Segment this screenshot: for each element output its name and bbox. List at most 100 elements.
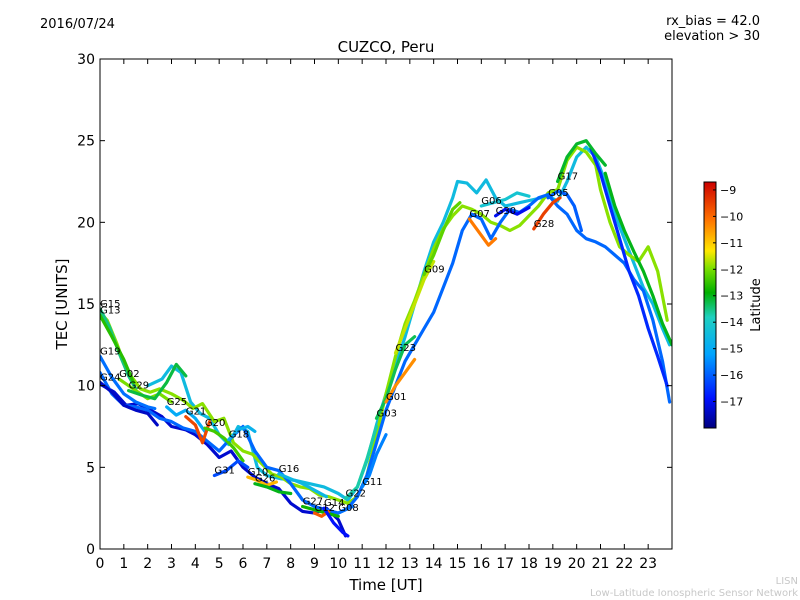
series-G26 [253, 482, 293, 496]
label-G30: G30 [496, 206, 516, 217]
label-G21: G21 [186, 407, 206, 418]
rx-bias-label: rx_bias = 42.0 [666, 14, 760, 29]
x-tick-label: 14 [425, 556, 443, 572]
series-G05 [546, 189, 583, 233]
trace-5 [589, 147, 669, 388]
colorbar-tick-label: −16 [720, 369, 743, 382]
x-tick-label: 12 [377, 556, 395, 572]
colorbar-tick-label: −13 [720, 290, 743, 303]
label-G05: G05 [548, 188, 568, 199]
x-tick-label: 1 [119, 556, 128, 572]
series-G01 [384, 357, 417, 404]
label-G23: G23 [396, 343, 416, 354]
x-tick-label: 18 [520, 556, 538, 572]
label-G11: G11 [362, 477, 382, 488]
trace-4 [603, 171, 672, 347]
x-tick-label: 19 [544, 556, 562, 572]
label-G15: G15 [100, 299, 120, 310]
x-tick-label: 6 [239, 556, 248, 572]
series-layer [100, 139, 607, 538]
label-G28: G28 [534, 219, 554, 230]
x-tick-label: 2 [143, 556, 152, 572]
x-tick-label: 13 [401, 556, 419, 572]
label-G01: G01 [386, 392, 406, 403]
x-tick-label: 11 [353, 556, 371, 572]
x-tick-label: 23 [639, 556, 657, 572]
label-G13: G13 [100, 305, 120, 316]
series-G10 [246, 475, 278, 487]
x-tick-label: 21 [592, 556, 610, 572]
x-tick-label: 0 [96, 556, 105, 572]
x-tick-label: 9 [310, 556, 319, 572]
series-G21 [184, 415, 212, 445]
colorbar-tick-label: −12 [720, 263, 743, 276]
credit-lisn: LISN [775, 576, 798, 587]
credit-network: Low-Latitude Ionospheric Sensor Network [590, 588, 798, 599]
colorbar-tick-label: −14 [720, 316, 743, 329]
y-tick-label: 25 [77, 134, 95, 150]
series-G24 [100, 380, 159, 427]
x-tick-label: 3 [167, 556, 176, 572]
trace-2 [100, 145, 669, 505]
series-G31 [212, 459, 250, 478]
series-G07 [467, 217, 498, 247]
series-G27 [301, 504, 340, 518]
label-G10: G10 [248, 467, 268, 478]
trace-3 [100, 193, 672, 515]
colorbar-gradient [703, 181, 717, 429]
label-G26: G26 [255, 474, 275, 485]
series-G14 [322, 506, 350, 538]
series-G22 [343, 424, 379, 500]
x-tick-label: 17 [496, 556, 514, 572]
label-G07: G07 [469, 209, 489, 220]
series-G16 [277, 472, 328, 499]
elevation-label: elevation > 30 [664, 29, 760, 44]
label-G19: G19 [100, 346, 120, 357]
label-G29: G29 [129, 381, 149, 392]
x-tick-label: 10 [329, 556, 347, 572]
series-G06 [479, 191, 531, 208]
series-G17 [556, 139, 607, 184]
series-G08 [336, 504, 355, 515]
axes-layer: 0 1 2 3 4 5 6 7 8 9 10 11 12 13 14 15 16 17 18 19 20 21 22 2305… [77, 52, 672, 572]
label-G03: G03 [377, 408, 397, 419]
series-G25 [165, 405, 207, 433]
x-tick-label: 22 [615, 556, 633, 572]
y-tick-label: 0 [86, 542, 95, 558]
colorbar-label: Latitude [749, 278, 764, 332]
x-tick-label: 5 [215, 556, 224, 572]
series-G03 [374, 335, 417, 420]
series-G11 [360, 433, 388, 489]
x-axis-label: Time [UT] [348, 576, 422, 594]
y-axis-label: TEC [UNITS] [53, 259, 71, 351]
y-tick-label: 20 [77, 215, 95, 231]
label-G18: G18 [229, 430, 249, 441]
colorbar-tick-label: −10 [720, 210, 743, 223]
y-tick-label: 30 [77, 52, 95, 68]
label-G16: G16 [279, 464, 299, 475]
series-G20 [203, 426, 245, 463]
x-tick-label: 15 [449, 556, 467, 572]
colorbar: −9 −10 −11 −12 −13 −14 −15 −16 −17 Latitude [703, 181, 764, 429]
trace-layer [100, 145, 672, 538]
series-G09 [422, 201, 462, 277]
y-tick-label: 15 [77, 297, 95, 313]
x-tick-label: 20 [568, 556, 586, 572]
series-G28 [532, 196, 562, 231]
x-tick-label: 4 [191, 556, 200, 572]
label-G20: G20 [205, 418, 225, 429]
label-G08: G08 [338, 503, 358, 514]
colorbar-tick-label: −15 [720, 343, 743, 356]
series-G23 [393, 259, 436, 355]
label-G14: G14 [324, 498, 344, 509]
label-G17: G17 [558, 172, 578, 183]
chart-title: CUZCO, Peru [337, 38, 435, 56]
colorbar-tick-label: −11 [720, 237, 743, 250]
series-G13 [100, 313, 135, 384]
date-label: 2016/07/24 [40, 17, 115, 32]
label-G31: G31 [214, 466, 234, 477]
series-G19 [100, 354, 157, 411]
label-G24: G24 [100, 372, 120, 383]
label-G12: G12 [315, 503, 335, 514]
series-G30 [494, 206, 531, 218]
